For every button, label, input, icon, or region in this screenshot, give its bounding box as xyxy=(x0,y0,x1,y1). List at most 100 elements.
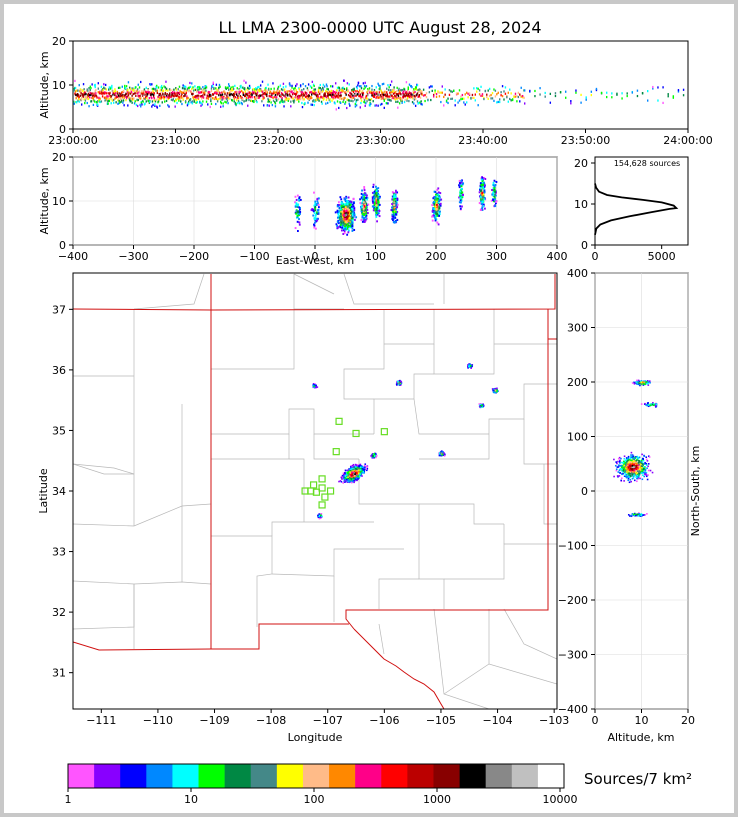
time-height-source xyxy=(269,98,271,101)
plan-view-source xyxy=(350,481,353,484)
lma-station-1 xyxy=(352,429,360,438)
ew-height-source xyxy=(337,201,340,204)
time-height-source xyxy=(366,91,368,94)
time-height-source xyxy=(304,102,306,105)
ew-height-source xyxy=(435,213,438,216)
ew-height-source xyxy=(343,230,346,233)
time-height-source xyxy=(217,89,219,92)
time-height-source xyxy=(216,90,218,94)
time-height-source xyxy=(406,97,409,100)
time-height-source xyxy=(298,87,301,91)
ew-height-source xyxy=(378,203,381,206)
ew-height-source xyxy=(351,203,354,206)
plan-view-source xyxy=(361,470,364,473)
time-height-source xyxy=(621,97,623,100)
time-height-source xyxy=(393,88,395,91)
ew-height-source xyxy=(372,202,375,205)
ew-height-source xyxy=(344,227,347,230)
plan-view-source xyxy=(358,475,361,477)
time-height-source xyxy=(497,100,499,104)
ew-height-source xyxy=(494,191,497,194)
plan-view-source xyxy=(359,473,361,476)
ew-height-source xyxy=(494,198,496,201)
ew-height-source xyxy=(433,211,436,214)
ew-height-source xyxy=(298,223,301,226)
time-height-source xyxy=(291,96,294,99)
time-height-source xyxy=(121,90,123,94)
plan-view-source xyxy=(496,389,498,392)
time-height-source xyxy=(132,92,135,96)
height-ns-source xyxy=(640,383,643,385)
time-height-source xyxy=(299,95,301,98)
time-height-source xyxy=(319,87,322,90)
ew-height-source xyxy=(342,211,345,214)
ew-height-source xyxy=(372,185,375,188)
time-height-source xyxy=(331,99,333,102)
ew-height-source xyxy=(375,199,378,202)
time-height-source xyxy=(313,88,315,91)
ew-height-source xyxy=(343,219,346,222)
ew-height-source xyxy=(432,207,435,210)
ew-height-source xyxy=(480,202,483,205)
time-height-source xyxy=(277,98,280,101)
ew-height-source xyxy=(296,211,298,214)
time-height-source xyxy=(95,95,98,98)
time-height-source xyxy=(460,98,462,101)
ew-height-source xyxy=(296,194,299,197)
time-height-source xyxy=(150,93,152,96)
height-ns-source xyxy=(655,403,658,406)
ew-height-source xyxy=(351,210,353,213)
time-height-source xyxy=(174,92,176,95)
ew-height-source xyxy=(314,221,316,224)
ew-height-source xyxy=(314,202,317,205)
time-height-source xyxy=(205,100,208,103)
time-height-source xyxy=(162,89,165,93)
plan-view-source xyxy=(355,464,358,466)
time-height-source xyxy=(280,91,283,95)
time-height-source xyxy=(166,92,168,96)
ew-height-source xyxy=(437,204,440,207)
time-height-source xyxy=(349,104,351,107)
time-height-source xyxy=(129,87,131,91)
plan-view-source xyxy=(358,465,361,468)
time-height-source xyxy=(229,87,232,91)
time-height-source xyxy=(461,93,464,97)
plan-view-source xyxy=(375,456,377,459)
time-height-source xyxy=(159,92,162,95)
plan-view-source xyxy=(349,475,351,478)
ew-height-source xyxy=(436,214,439,217)
time-height-source xyxy=(314,90,316,94)
plan-view-source xyxy=(357,470,360,473)
ew-height-source xyxy=(298,197,301,200)
plan-ytick-4-label: 35 xyxy=(52,424,66,437)
ew-height-source xyxy=(363,204,366,207)
ew-height-source xyxy=(438,207,441,210)
time-height-source xyxy=(397,94,400,97)
time-height-source xyxy=(211,97,214,100)
ew-height-source xyxy=(337,213,340,216)
time-height-source xyxy=(473,87,475,90)
time-height-source xyxy=(218,83,221,87)
plan-view-source xyxy=(354,467,356,470)
ew-height-source xyxy=(342,205,345,208)
time-height-source xyxy=(154,100,157,103)
time-height-source xyxy=(359,106,361,109)
time-height-source xyxy=(122,99,125,102)
ew-height-source xyxy=(391,191,394,194)
ew-height-source xyxy=(371,196,374,199)
hist-ytick-2-label: 20 xyxy=(574,157,588,170)
time-height-source xyxy=(376,96,379,99)
time-height-source xyxy=(300,94,302,97)
time-height-source xyxy=(117,99,119,102)
time-height-source xyxy=(127,104,129,107)
time-height-source xyxy=(430,98,432,102)
time-height-source xyxy=(196,94,199,97)
time-height-source xyxy=(554,94,557,98)
ew-height-source xyxy=(374,207,377,210)
time-height-source xyxy=(96,103,99,106)
time-height-source xyxy=(517,95,520,99)
height-ns-source xyxy=(645,404,647,406)
ew-height-source xyxy=(316,200,319,203)
plan-view-source xyxy=(353,479,355,481)
